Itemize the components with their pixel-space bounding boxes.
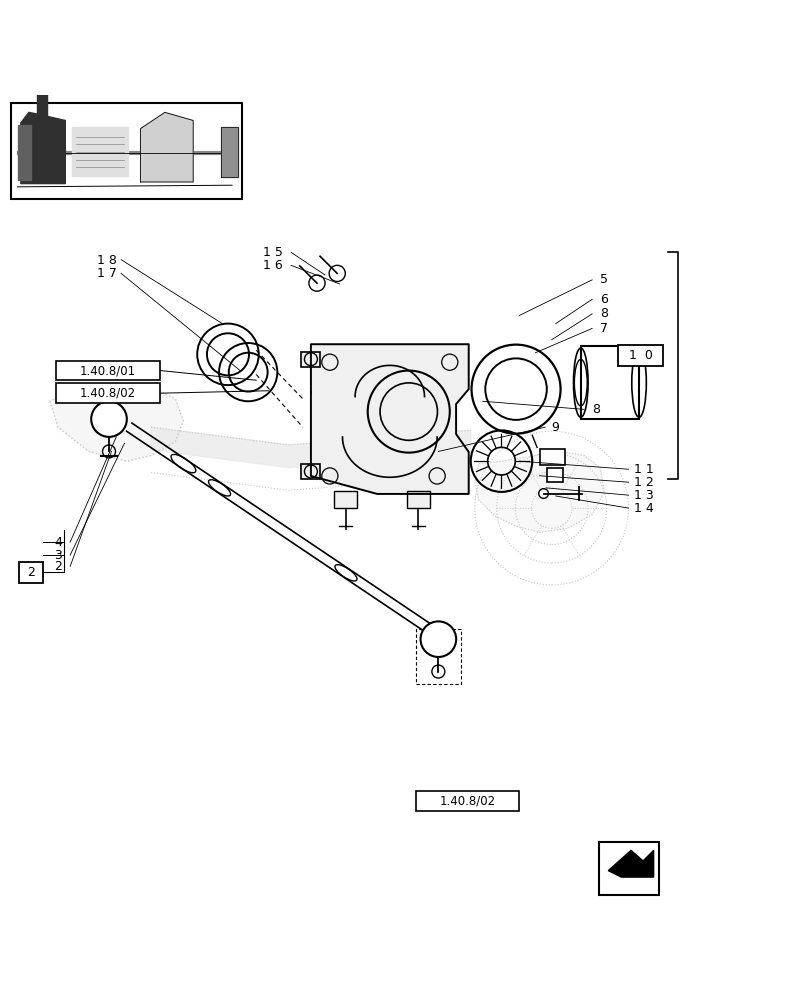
Polygon shape	[474, 451, 603, 532]
Text: 9: 9	[551, 421, 559, 434]
Text: 1 4: 1 4	[633, 502, 653, 515]
Bar	[617, 345, 663, 366]
Bar	[301, 464, 320, 479]
Text: 4: 4	[54, 536, 62, 549]
Text: 1 7: 1 7	[97, 267, 117, 280]
Polygon shape	[21, 112, 65, 184]
Bar	[11, 103, 242, 199]
Bar	[598, 842, 659, 895]
Text: 1  0: 1 0	[628, 349, 652, 362]
Bar	[56, 361, 160, 380]
Polygon shape	[151, 427, 470, 468]
Text: 1.40.8/02: 1.40.8/02	[80, 387, 136, 400]
Bar	[406, 491, 429, 508]
Text: 7: 7	[599, 322, 607, 335]
Text: 8: 8	[599, 307, 607, 320]
Text: 2: 2	[54, 560, 62, 573]
Polygon shape	[18, 125, 32, 180]
Bar	[415, 791, 519, 811]
Bar	[539, 449, 564, 465]
Text: 1 1: 1 1	[633, 463, 653, 476]
Text: 1.40.8/01: 1.40.8/01	[80, 364, 136, 377]
Bar	[19, 562, 44, 583]
Text: 1 8: 1 8	[97, 254, 117, 267]
Bar	[301, 352, 320, 367]
Polygon shape	[607, 850, 653, 877]
Circle shape	[420, 621, 456, 657]
Text: 2: 2	[28, 566, 35, 579]
Bar	[334, 491, 357, 508]
Bar	[546, 468, 562, 482]
Text: 1 3: 1 3	[633, 489, 653, 502]
Text: 3: 3	[54, 549, 62, 562]
Circle shape	[91, 401, 127, 437]
Polygon shape	[311, 344, 468, 494]
Bar	[56, 383, 160, 403]
Polygon shape	[50, 383, 183, 461]
Bar	[580, 346, 638, 419]
Text: 1 6: 1 6	[263, 259, 282, 272]
Polygon shape	[221, 127, 238, 177]
Text: 6: 6	[599, 293, 607, 306]
Polygon shape	[71, 127, 128, 176]
Text: 5: 5	[599, 273, 607, 286]
Text: 1 2: 1 2	[633, 476, 653, 489]
Polygon shape	[37, 91, 47, 119]
Text: 1.40.8/02: 1.40.8/02	[439, 795, 495, 808]
Polygon shape	[140, 112, 193, 182]
Text: 8: 8	[591, 403, 599, 416]
Text: 1 5: 1 5	[263, 246, 282, 259]
